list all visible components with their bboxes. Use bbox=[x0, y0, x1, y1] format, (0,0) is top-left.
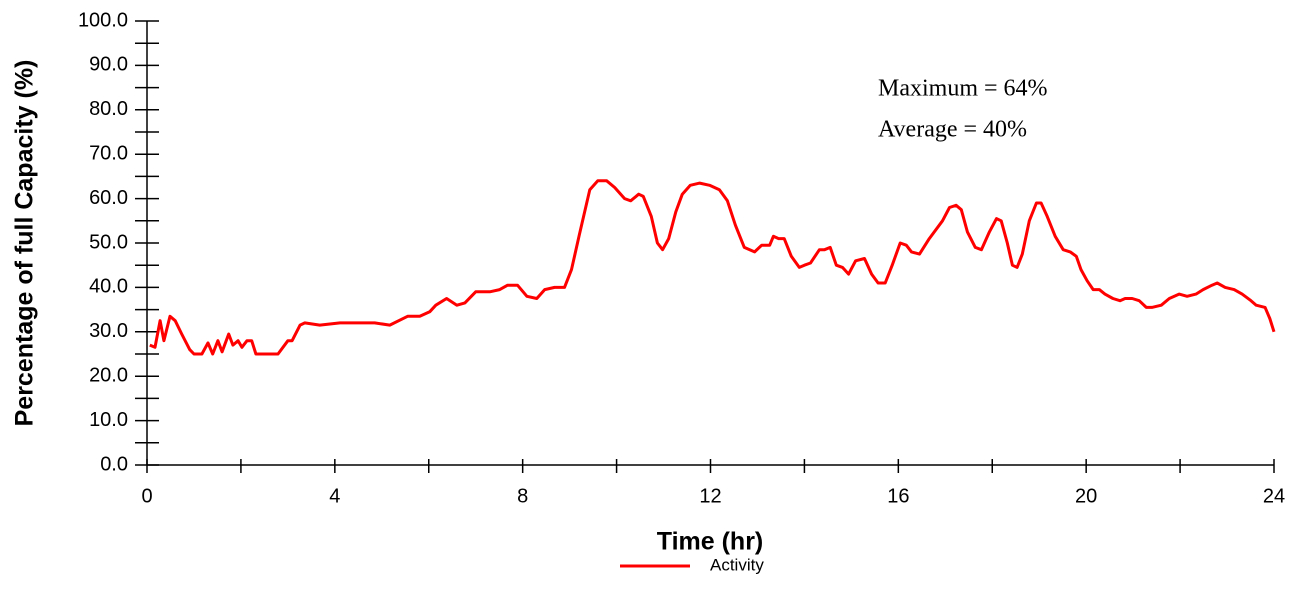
x-tick-label: 12 bbox=[699, 485, 721, 507]
x-tick-label: 20 bbox=[1075, 485, 1097, 507]
y-axis-title: Percentage of full Capacity (%) bbox=[11, 60, 39, 427]
y-tick-label: 0.0 bbox=[100, 453, 128, 475]
y-tick-label: 30.0 bbox=[89, 320, 128, 342]
x-axis-title: Time (hr) bbox=[657, 528, 764, 556]
y-tick-label: 50.0 bbox=[89, 231, 128, 253]
x-tick-label: 4 bbox=[329, 485, 340, 507]
x-tick-label: 24 bbox=[1263, 485, 1285, 507]
y-tick-label: 60.0 bbox=[89, 187, 128, 209]
y-tick-label: 100.0 bbox=[78, 9, 128, 31]
legend-label: Activity bbox=[710, 555, 764, 574]
y-tick-label: 70.0 bbox=[89, 142, 128, 164]
annotation: Maximum = 64% bbox=[878, 76, 1048, 102]
y-tick-label: 90.0 bbox=[89, 54, 128, 76]
y-tick-label: 80.0 bbox=[89, 98, 128, 120]
y-tick-label: 20.0 bbox=[89, 364, 128, 386]
annotation: Average = 40% bbox=[878, 117, 1027, 143]
x-tick-label: 16 bbox=[887, 485, 909, 507]
y-tick-label: 10.0 bbox=[89, 409, 128, 431]
x-tick-label: 0 bbox=[141, 485, 152, 507]
y-tick-label: 40.0 bbox=[89, 276, 128, 298]
data-line bbox=[149, 179, 1276, 356]
x-tick-label: 8 bbox=[517, 485, 528, 507]
